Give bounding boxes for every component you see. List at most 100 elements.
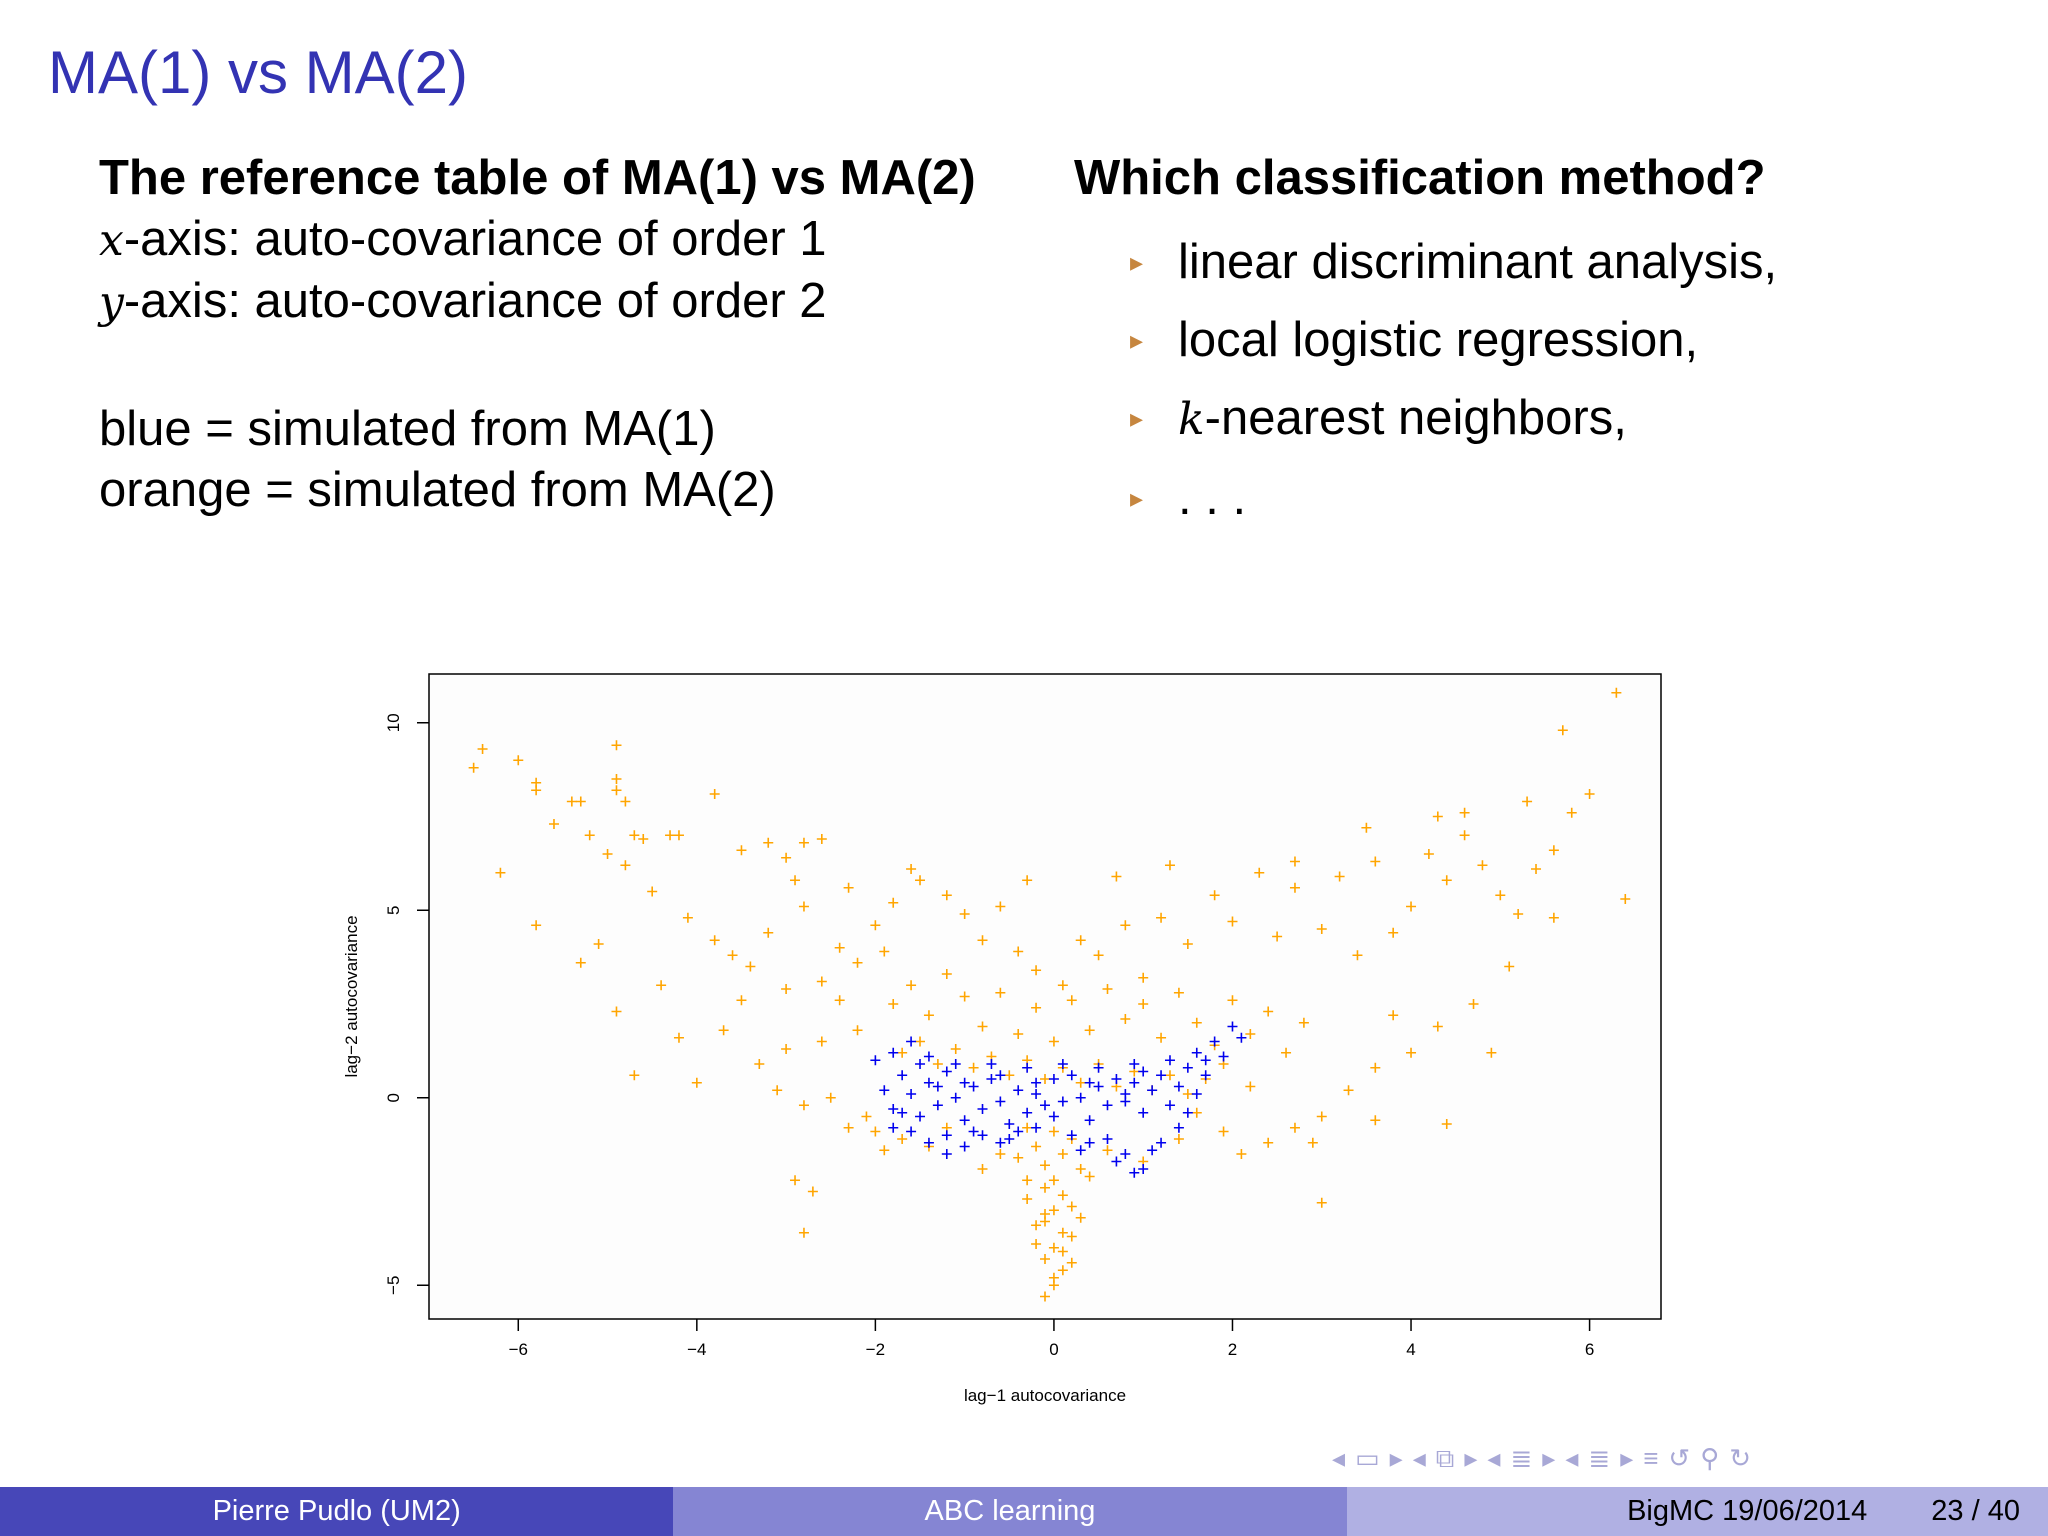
blue-point <box>870 1055 881 1066</box>
orange-point <box>638 834 649 844</box>
blue-point <box>1031 1089 1042 1099</box>
orange-point <box>1316 1111 1327 1122</box>
orange-point <box>1281 1047 1292 1058</box>
orange-point <box>798 901 809 912</box>
orange-point <box>816 976 827 987</box>
orange-point <box>1048 1175 1059 1186</box>
x-axis-text: -axis: auto-covariance of order 1 <box>123 212 827 266</box>
blue-point <box>906 1036 917 1047</box>
orange-point <box>1236 1149 1247 1159</box>
blue-point <box>1013 1085 1024 1096</box>
orange-point <box>531 920 542 931</box>
orange-point <box>1048 1036 1059 1047</box>
nav-align-icon[interactable]: ≡ <box>1643 1443 1659 1473</box>
orange-point <box>602 849 613 859</box>
orange-point <box>495 867 506 878</box>
orange-point <box>1022 875 1033 886</box>
orange-point <box>1022 1175 1033 1186</box>
y-axis-text: -axis: auto-covariance of order 2 <box>123 274 827 328</box>
blue-point <box>968 1081 979 1092</box>
orange-point <box>861 1111 872 1122</box>
orange-point <box>888 897 899 908</box>
y-tick-label: 10 <box>384 713 403 732</box>
nav-forward-icon[interactable]: ↻ <box>1729 1443 1752 1473</box>
blue-point <box>995 1070 1006 1081</box>
orange-point <box>798 1100 809 1111</box>
orange-point <box>656 980 667 991</box>
orange-point <box>1093 950 1104 961</box>
blue-point <box>1173 1081 1184 1092</box>
orange-point <box>1164 860 1175 871</box>
nav-section-left-icon[interactable]: ◂ <box>1487 1443 1501 1473</box>
nav-frame-icon[interactable]: ▭ <box>1355 1443 1380 1473</box>
blue-point <box>1066 1070 1077 1081</box>
footer-event-date: BigMC 19/06/2014 <box>1627 1495 1868 1527</box>
nav-subsection-right-icon[interactable]: ▸ <box>1464 1443 1478 1473</box>
blue-point <box>1048 1111 1059 1122</box>
orange-point <box>727 950 738 961</box>
orange-point <box>1289 856 1300 867</box>
orange-point <box>1495 890 1506 901</box>
orange-point <box>941 969 952 979</box>
nav-search-icon[interactable]: ⚲ <box>1700 1443 1720 1473</box>
orange-point <box>1263 1137 1274 1148</box>
blue-point <box>1022 1062 1033 1073</box>
blue-point <box>1022 1107 1033 1118</box>
nav-section-right-icon[interactable]: ▸ <box>1542 1443 1556 1473</box>
nav-doc-left-icon[interactable]: ◂ <box>1565 1443 1579 1473</box>
orange-point <box>1102 1145 1113 1156</box>
nav-doc-icon[interactable]: ≣ <box>1588 1443 1611 1473</box>
x-tick-label: −2 <box>866 1340 885 1359</box>
method-list: ▸ linear discriminant analysis, ▸ local lo… <box>1074 223 2014 537</box>
blue-point <box>1093 1062 1104 1073</box>
orange-point <box>915 875 926 886</box>
orange-point <box>1423 849 1434 859</box>
bullet-arrow-icon: ▸ <box>1130 403 1144 433</box>
blue-point <box>888 1122 899 1133</box>
blue-point <box>986 1074 997 1084</box>
nav-subsection-left-icon[interactable]: ◂ <box>1412 1443 1426 1473</box>
y-tick-label: 5 <box>384 906 403 915</box>
orange-point <box>1066 1201 1077 1212</box>
orange-point <box>1352 950 1363 961</box>
method-item-text: local logistic regression, <box>1178 313 1699 367</box>
orange-point <box>1031 1002 1042 1013</box>
nav-frame-left-icon[interactable]: ◂ <box>1332 1443 1346 1473</box>
orange-point <box>682 912 693 923</box>
blue-point <box>932 1100 943 1111</box>
orange-point <box>1307 1137 1318 1148</box>
orange-point <box>1182 1089 1193 1099</box>
orange-point <box>673 1032 684 1043</box>
nav-back-icon[interactable]: ↺ <box>1668 1443 1691 1473</box>
orange-point <box>1040 1209 1050 1219</box>
orange-point <box>1013 1152 1024 1163</box>
blue-point <box>879 1085 890 1096</box>
orange-point <box>1245 1029 1256 1039</box>
orange-point <box>1031 1239 1042 1249</box>
orange-point <box>566 796 577 807</box>
nav-doc-right-icon[interactable]: ▸ <box>1620 1443 1634 1473</box>
orange-point <box>888 999 899 1009</box>
orange-point <box>611 774 622 784</box>
orange-point <box>968 1062 979 1073</box>
orange-point <box>1048 1126 1059 1137</box>
orange-point <box>1361 822 1372 833</box>
blue-point <box>1191 1089 1202 1099</box>
orange-point <box>781 1044 792 1054</box>
nav-frame-right-icon[interactable]: ▸ <box>1389 1443 1403 1473</box>
nav-section-icon[interactable]: ≣ <box>1510 1443 1533 1473</box>
orange-point <box>1289 1122 1300 1133</box>
x-tick-label: 6 <box>1585 1340 1594 1359</box>
orange-point <box>1013 1029 1024 1039</box>
orange-point <box>1164 1070 1175 1081</box>
blue-point <box>1218 1051 1229 1062</box>
orange-point <box>1486 1047 1497 1058</box>
blue-legend-line: blue = simulated from MA(1) <box>99 402 716 456</box>
orange-point <box>1102 984 1113 994</box>
blue-point <box>1200 1055 1211 1066</box>
orange-point <box>745 961 756 972</box>
blue-point <box>1084 1077 1095 1088</box>
nav-subsection-icon[interactable]: ⧉ <box>1435 1443 1455 1473</box>
orange-point <box>611 1006 622 1017</box>
orange-point <box>1522 796 1533 807</box>
